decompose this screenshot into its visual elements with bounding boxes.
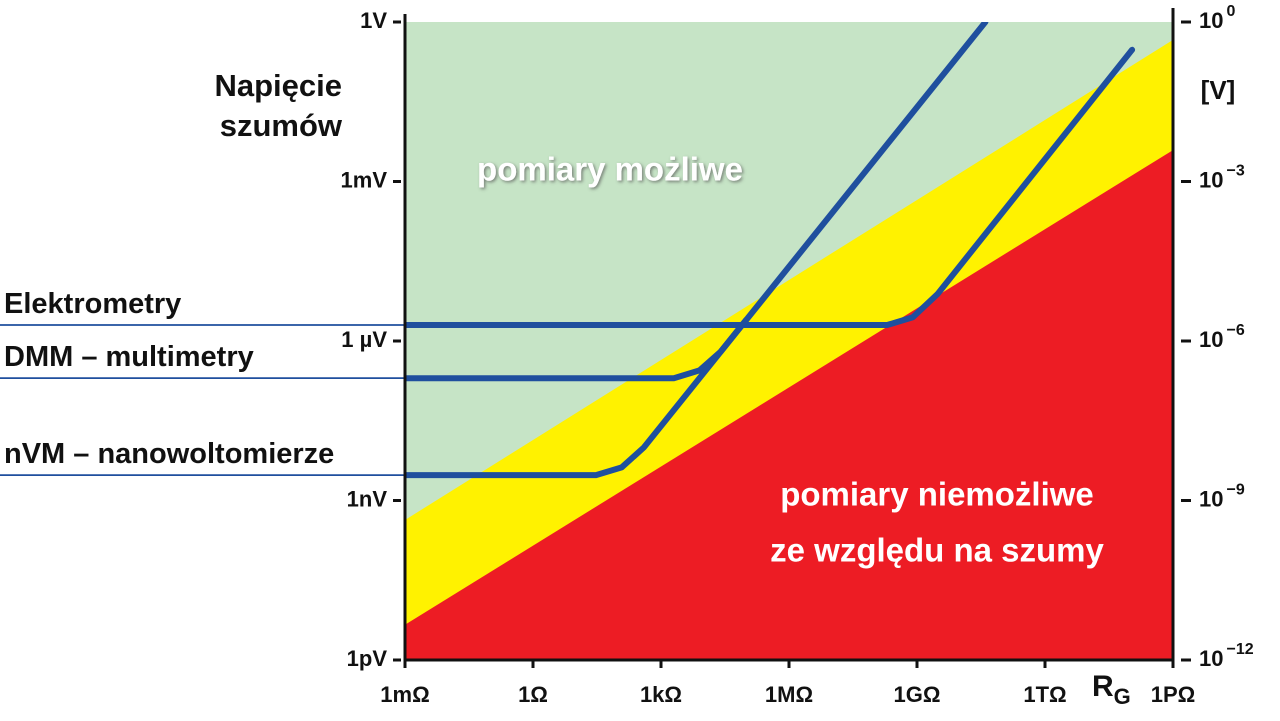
x-axis-label-sub: G [1114, 684, 1131, 709]
y2-tick-base: 10 [1199, 327, 1223, 352]
foreground: pomiary możliwe pomiary niemożliwe ze wzgl… [0, 3, 1254, 709]
series-label: Elektrometry [4, 288, 181, 320]
y2-tick-base: 10 [1199, 486, 1223, 511]
y2-tick-base: 10 [1199, 167, 1223, 192]
y2-tick-exponent: −12 [1226, 641, 1253, 658]
plot-area [405, 22, 1173, 660]
x-tick-label: 1PΩ [1151, 682, 1196, 707]
y-tick-label: 1mV [341, 167, 388, 192]
series-line [405, 22, 989, 479]
x-axis-label-main: R [1092, 670, 1114, 703]
x-tick-label: 1MΩ [765, 682, 813, 707]
series-label: nVM – nanowoltomierze [4, 438, 334, 470]
y2-tick-exponent: 0 [1226, 3, 1235, 20]
y2-tick-label: 10 −6 [1199, 322, 1245, 352]
y-tick-label: 1 µV [341, 327, 387, 352]
y2-tick-label: 10 −12 [1199, 641, 1254, 671]
y2-tick-exponent: −9 [1226, 482, 1244, 499]
y-axis-label: szumów [220, 108, 343, 143]
x-axis-label: RG [1092, 670, 1131, 709]
region-label: ze względu na szumy [770, 532, 1104, 569]
series-line [405, 46, 1136, 328]
y-tick-label: 1pV [347, 646, 388, 671]
y-axis-label: Napięcie [214, 68, 342, 103]
x-tick-label: 1kΩ [640, 682, 682, 707]
x-tick-label: 1TΩ [1023, 682, 1066, 707]
x-tick-label: 1Ω [518, 682, 548, 707]
x-tick-label: 1GΩ [894, 682, 941, 707]
y2-tick-label: 10 −9 [1199, 482, 1245, 512]
region-label: pomiary możliwe [477, 151, 743, 188]
y-tick-label: 1V [360, 8, 387, 33]
y2-tick-label: 10 0 [1199, 3, 1235, 33]
y2-tick-base: 10 [1199, 646, 1223, 671]
y2-axis-label: [V] [1201, 75, 1236, 105]
y2-tick-exponent: −6 [1226, 322, 1244, 339]
series-label: DMM – multimetry [4, 341, 254, 373]
region-label: pomiary niemożliwe [780, 476, 1094, 513]
y-tick-label: 1nV [347, 486, 388, 511]
y2-tick-base: 10 [1199, 8, 1223, 33]
x-tick-label: 1mΩ [380, 682, 429, 707]
noise-region [405, 150, 1173, 660]
y2-tick-exponent: −3 [1226, 163, 1244, 180]
y2-tick-label: 10 −3 [1199, 163, 1245, 193]
